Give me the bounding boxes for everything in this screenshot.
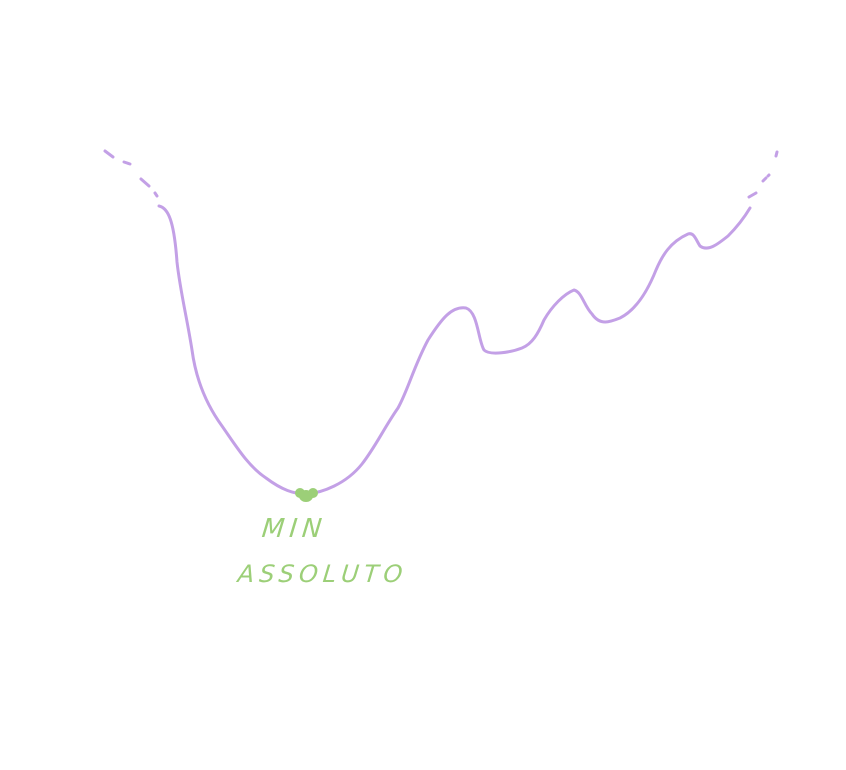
- function-curve: [157, 204, 752, 496]
- curve-right-continuation: [747, 150, 779, 199]
- curve-left-continuation: [103, 149, 159, 198]
- annotation-min: MIN: [260, 514, 329, 544]
- annotation-assoluto: ASSOLUTO: [236, 560, 409, 588]
- absolute-minimum-marker: [295, 488, 318, 502]
